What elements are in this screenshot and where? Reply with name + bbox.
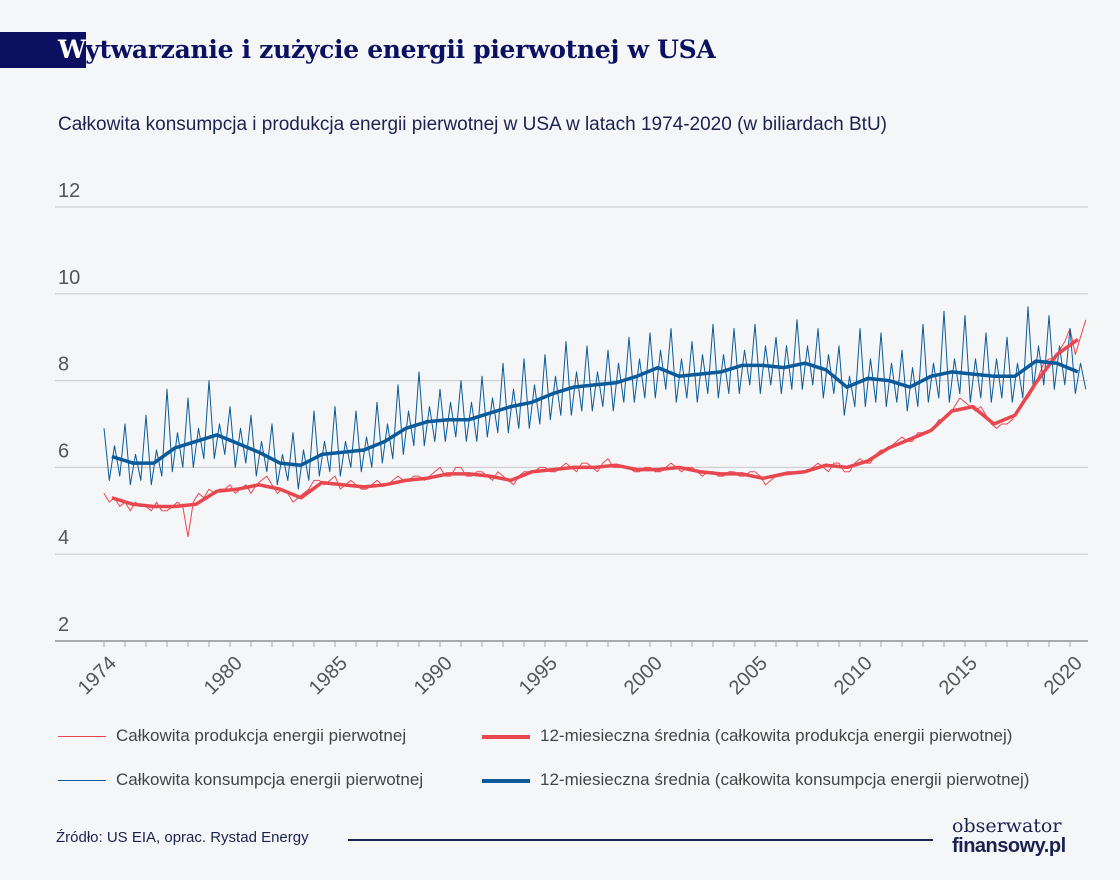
title-first-letter: W bbox=[58, 35, 86, 64]
x-tick-label: 2005 bbox=[725, 652, 772, 699]
x-tick-label: 2020 bbox=[1040, 652, 1087, 699]
logo-line1: obserwator bbox=[952, 815, 1062, 837]
x-tick-label: 1980 bbox=[200, 652, 247, 699]
title-text: ytwarzanie i zużycie energii pierwotnej … bbox=[85, 35, 716, 64]
y-tick-label: 10 bbox=[58, 267, 80, 289]
x-tick-label: 2015 bbox=[935, 652, 982, 699]
x-tick-label: 2010 bbox=[830, 652, 877, 699]
y-tick-label: 8 bbox=[58, 354, 69, 376]
x-tick-label: 2000 bbox=[620, 652, 667, 699]
legend-label-consumption: Całkowita konsumpcja energii pierwotnej bbox=[116, 770, 424, 789]
x-tick-label: 1990 bbox=[410, 652, 457, 699]
legend-label-production: Całkowita produkcja energii pierwotnej bbox=[116, 726, 407, 745]
series-line-avg-consumption bbox=[111, 359, 1079, 467]
legend-label-consumption-avg: 12-miesieczna średnia (całkowita konsump… bbox=[540, 770, 1030, 789]
legend-label-production-avg: 12-miesieczna średnia (całkowita produkc… bbox=[540, 726, 1013, 745]
source-note: Źródło: US EIA, oprac. Rystad Energy bbox=[56, 829, 309, 846]
legend-swatch-consumption-avg bbox=[482, 779, 530, 783]
chart-subtitle: Całkowita konsumpcja i produkcja energii… bbox=[58, 114, 888, 135]
legend-swatch-production bbox=[58, 736, 106, 737]
logo-line2: finansowy.pl bbox=[952, 835, 1066, 857]
x-tick-label: 1974 bbox=[74, 652, 121, 699]
y-tick-label: 4 bbox=[58, 527, 69, 549]
page-title: Wytwarzanie i zużycie energii pierwotnej… bbox=[58, 32, 716, 68]
series-line-production bbox=[103, 319, 1087, 538]
footer-divider bbox=[348, 839, 933, 841]
legend-swatch-consumption bbox=[58, 780, 106, 781]
title-accent-bar bbox=[0, 32, 86, 68]
y-tick-label: 2 bbox=[58, 614, 69, 636]
y-tick-label: 6 bbox=[58, 440, 69, 462]
y-tick-label: 12 bbox=[58, 180, 80, 202]
publisher-logo: obserwator finansowy.pl bbox=[952, 816, 1066, 856]
series-line-consumption bbox=[103, 306, 1087, 490]
series-line-avg-production bbox=[111, 337, 1079, 509]
x-tick-label: 1985 bbox=[305, 652, 352, 699]
legend-swatch-production-avg bbox=[482, 735, 530, 739]
x-tick-label: 1995 bbox=[515, 652, 562, 699]
